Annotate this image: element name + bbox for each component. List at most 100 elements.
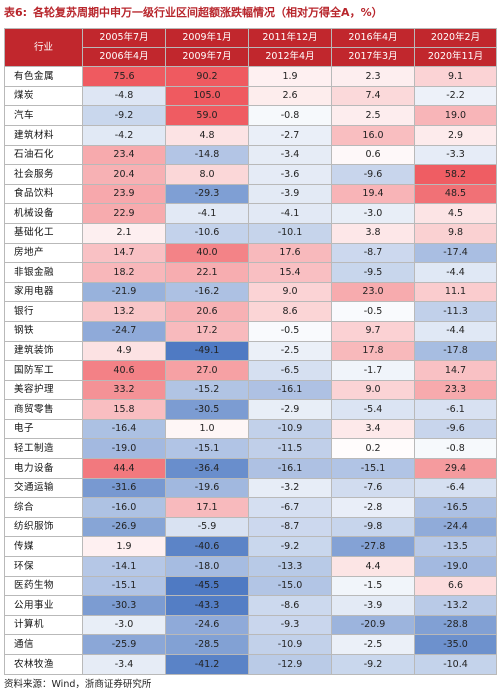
industry-name: 环保 (4, 556, 83, 577)
industry-name: 农林牧渔 (4, 654, 83, 675)
value-cell: 23.3 (414, 379, 497, 401)
value-cell: -18.0 (165, 556, 249, 577)
value-cell: -43.3 (165, 595, 249, 616)
value-cell: 23.0 (331, 281, 415, 303)
value-cell: -2.5 (248, 340, 332, 362)
value-cell: 2.9 (414, 124, 497, 146)
value-cell: 9.0 (331, 379, 415, 401)
value-cell: 58.2 (414, 164, 497, 185)
value-cell: 90.2 (165, 66, 249, 87)
value-cell: 20.4 (82, 164, 166, 185)
value-cell: -21.9 (82, 281, 166, 303)
table-row: 家用电器 -21.9 -16.2 9.0 23.0 11.1 (4, 281, 497, 303)
value-cell: -3.6 (248, 164, 332, 185)
table-row: 电子 -16.4 1.0 -10.9 3.4 -9.6 (4, 418, 497, 440)
table-row: 美容护理 33.2 -15.2 -16.1 9.0 23.3 (4, 379, 497, 401)
value-cell: 2.1 (82, 222, 166, 244)
table-row: 食品饮料 23.9 -29.3 -3.9 19.4 48.5 (4, 183, 497, 205)
table-row: 非银金融 18.2 22.1 15.4 -9.5 -4.4 (4, 262, 497, 283)
value-cell: -4.2 (82, 124, 166, 146)
header-row-start: 行业 2005年7月 2009年1月 2011年12月 2016年4月 2020年2月 (4, 27, 497, 68)
table-row: 建筑材料 -4.2 4.8 -2.7 16.0 2.9 (4, 124, 497, 146)
industry-name: 社会服务 (4, 164, 83, 185)
industry-name: 传媒 (4, 536, 83, 558)
value-cell: -3.9 (248, 183, 332, 205)
value-cell: -3.4 (248, 144, 332, 166)
industry-name: 有色金属 (4, 66, 83, 87)
value-cell: -5.4 (331, 399, 415, 420)
value-cell: -36.4 (165, 458, 249, 479)
value-cell: -9.6 (331, 164, 415, 185)
industry-name: 食品饮料 (4, 183, 83, 205)
value-cell: 9.8 (414, 222, 497, 244)
value-cell: 17.6 (248, 242, 332, 264)
value-cell: -16.2 (165, 281, 249, 303)
value-cell: 4.5 (414, 203, 497, 224)
industry-name: 银行 (4, 301, 83, 322)
value-cell: -3.0 (82, 614, 166, 636)
value-cell: -41.2 (165, 654, 249, 675)
table-number: 表6: (4, 6, 28, 19)
value-cell: 23.9 (82, 183, 166, 205)
table-row: 有色金属 75.6 90.2 1.9 2.3 9.1 (4, 66, 497, 87)
value-cell: -13.3 (248, 556, 332, 577)
table-row: 电力设备 44.4 -36.4 -16.1 -15.1 29.4 (4, 458, 497, 479)
value-cell: -15.1 (165, 438, 249, 460)
value-cell: 75.6 (82, 66, 166, 87)
value-cell: 1.0 (165, 418, 249, 440)
table-row: 国防军工 40.6 27.0 -6.5 -1.7 14.7 (4, 360, 497, 381)
value-cell: -11.5 (248, 438, 332, 460)
value-cell: -15.1 (331, 458, 415, 479)
value-cell: -9.6 (414, 418, 497, 440)
table-row: 机械设备 22.9 -4.1 -4.1 -3.0 4.5 (4, 203, 497, 224)
value-cell: -24.6 (165, 614, 249, 636)
value-cell: -19.0 (82, 438, 166, 460)
industry-name: 非银金融 (4, 262, 83, 283)
value-cell: -2.9 (248, 399, 332, 420)
value-cell: 3.4 (331, 418, 415, 440)
value-cell: -1.7 (331, 360, 415, 381)
value-cell: 22.9 (82, 203, 166, 224)
industry-name: 电子 (4, 418, 83, 440)
value-cell: -3.0 (331, 203, 415, 224)
period-end-header: 2020年11月 (414, 47, 497, 68)
period-start-header: 2016年4月 (331, 27, 415, 49)
period-start-header: 2011年12月 (248, 27, 332, 49)
value-cell: 17.2 (165, 320, 249, 342)
value-cell: -9.2 (331, 654, 415, 675)
industry-name: 汽车 (4, 105, 83, 126)
table-row: 传媒 1.9 -40.6 -9.2 -27.8 -13.5 (4, 536, 497, 558)
value-cell: 17.8 (331, 340, 415, 362)
value-cell: -2.5 (331, 634, 415, 655)
value-cell: 105.0 (165, 85, 249, 107)
value-cell: -4.1 (165, 203, 249, 224)
value-cell: -4.8 (82, 85, 166, 107)
value-cell: -8.7 (331, 242, 415, 264)
value-cell: 2.5 (331, 105, 415, 126)
value-cell: -9.3 (248, 614, 332, 636)
value-cell: -17.8 (414, 340, 497, 362)
value-cell: 40.6 (82, 360, 166, 381)
value-cell: -28.5 (165, 634, 249, 655)
value-cell: 22.1 (165, 262, 249, 283)
value-cell: -2.2 (414, 85, 497, 107)
table-row: 房地产 14.7 40.0 17.6 -8.7 -17.4 (4, 242, 497, 264)
value-cell: -9.2 (248, 536, 332, 558)
value-cell: -15.1 (82, 575, 166, 597)
industry-name: 建筑材料 (4, 124, 83, 146)
table-row: 纺织服饰 -26.9 -5.9 -8.7 -9.8 -24.4 (4, 516, 497, 538)
value-cell: -1.5 (331, 575, 415, 597)
value-cell: -15.0 (248, 575, 332, 597)
source-note: 资料来源：Wind，浙商证券研究所 (4, 679, 152, 690)
value-cell: 16.0 (331, 124, 415, 146)
value-cell: -0.5 (248, 320, 332, 342)
value-cell: -13.5 (414, 536, 497, 558)
value-cell: -13.2 (414, 595, 497, 616)
value-cell: -2.8 (331, 497, 415, 518)
value-cell: -9.5 (331, 262, 415, 283)
industry-name: 交通运输 (4, 477, 83, 499)
value-cell: -10.9 (248, 634, 332, 655)
industry-name: 基础化工 (4, 222, 83, 244)
value-cell: -45.5 (165, 575, 249, 597)
value-cell: -14.8 (165, 144, 249, 166)
